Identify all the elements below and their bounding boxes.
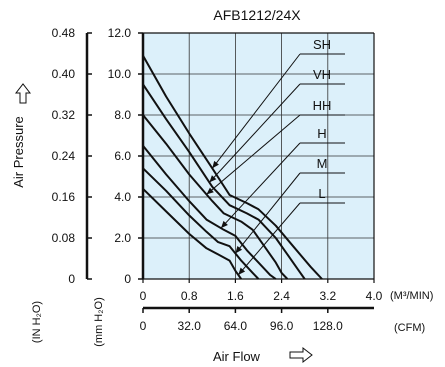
y-tick-label-in: 0 xyxy=(68,272,75,286)
callout-leader xyxy=(237,202,301,276)
x-axis-label: Air Flow xyxy=(213,349,261,364)
callout-arrowhead xyxy=(209,175,217,183)
x-tick-label: 2.4 xyxy=(273,289,290,303)
y-tick-label-in: 0.24 xyxy=(52,149,76,163)
x-tick-label-cfm: 128.0 xyxy=(313,319,343,333)
y-tick-label-mm: 10.0 xyxy=(108,67,132,81)
callout-leader xyxy=(235,172,301,254)
callout-leader xyxy=(206,114,301,195)
x-tick-label-cfm: 32.0 xyxy=(178,319,202,333)
x-tick-label: 0 xyxy=(140,289,147,303)
series-label-l: L xyxy=(318,186,325,201)
x-arrow-icon xyxy=(289,346,313,364)
y-tick-label-mm: 8.0 xyxy=(114,108,131,122)
x-tick-label-cfm: 96.0 xyxy=(270,319,294,333)
callout-leader xyxy=(220,142,301,229)
x-tick-label: 3.2 xyxy=(319,289,336,303)
series-label-vh: VH xyxy=(313,67,331,82)
y-arrow-icon xyxy=(14,83,32,104)
callout-arrowhead xyxy=(212,160,219,169)
y-tick-label-mm: 12.0 xyxy=(108,26,132,40)
chart-title: AFB1212/24X xyxy=(213,7,301,23)
callout-arrowhead xyxy=(221,220,228,229)
y-tick-label-in: 0.16 xyxy=(52,190,76,204)
callout-arrowhead xyxy=(238,267,246,275)
series-label-sh: SH xyxy=(313,37,331,52)
series-line-vh xyxy=(142,83,306,280)
series-line-hh xyxy=(142,114,289,280)
y-tick-label-in: 0.40 xyxy=(52,67,76,81)
callout-leader xyxy=(211,53,301,169)
series-label-h: H xyxy=(317,126,326,141)
callout-leader xyxy=(209,83,301,183)
series-line-m xyxy=(142,167,260,280)
x-tick-label: 1.6 xyxy=(227,289,244,303)
y-tick-label-mm: 2.0 xyxy=(114,231,131,245)
y-tick-label-mm: 0 xyxy=(124,272,131,286)
x-unit-top: (M³/MIN) xyxy=(390,290,433,302)
series-label-hh: HH xyxy=(313,98,332,113)
x-tick-label: 0.8 xyxy=(181,289,198,303)
x-unit-bottom: (CFM) xyxy=(394,322,425,334)
x-tick-label: 4.0 xyxy=(366,289,383,303)
y-tick-label-mm: 4.0 xyxy=(114,190,131,204)
y-unit-left: (IN H₂O) xyxy=(31,301,43,343)
series-line-l xyxy=(142,188,243,280)
y-tick-label-in: 0.48 xyxy=(52,26,76,40)
y-axis-label: Air Pressure xyxy=(11,116,26,188)
y-tick-label-mm: 6.0 xyxy=(114,149,131,163)
callout-arrowhead xyxy=(235,246,243,254)
x-tick-label-cfm: 0 xyxy=(140,319,147,333)
series-line-sh xyxy=(142,55,323,280)
x-tick-label-cfm: 64.0 xyxy=(224,319,248,333)
y-tick-label-in: 0.08 xyxy=(52,231,76,245)
series-label-m: M xyxy=(317,156,328,171)
series-line-h xyxy=(142,145,277,280)
callout-arrowhead xyxy=(206,187,214,195)
y-unit-right: (mm H₂O) xyxy=(93,297,105,346)
y-tick-label-in: 0.32 xyxy=(52,108,76,122)
